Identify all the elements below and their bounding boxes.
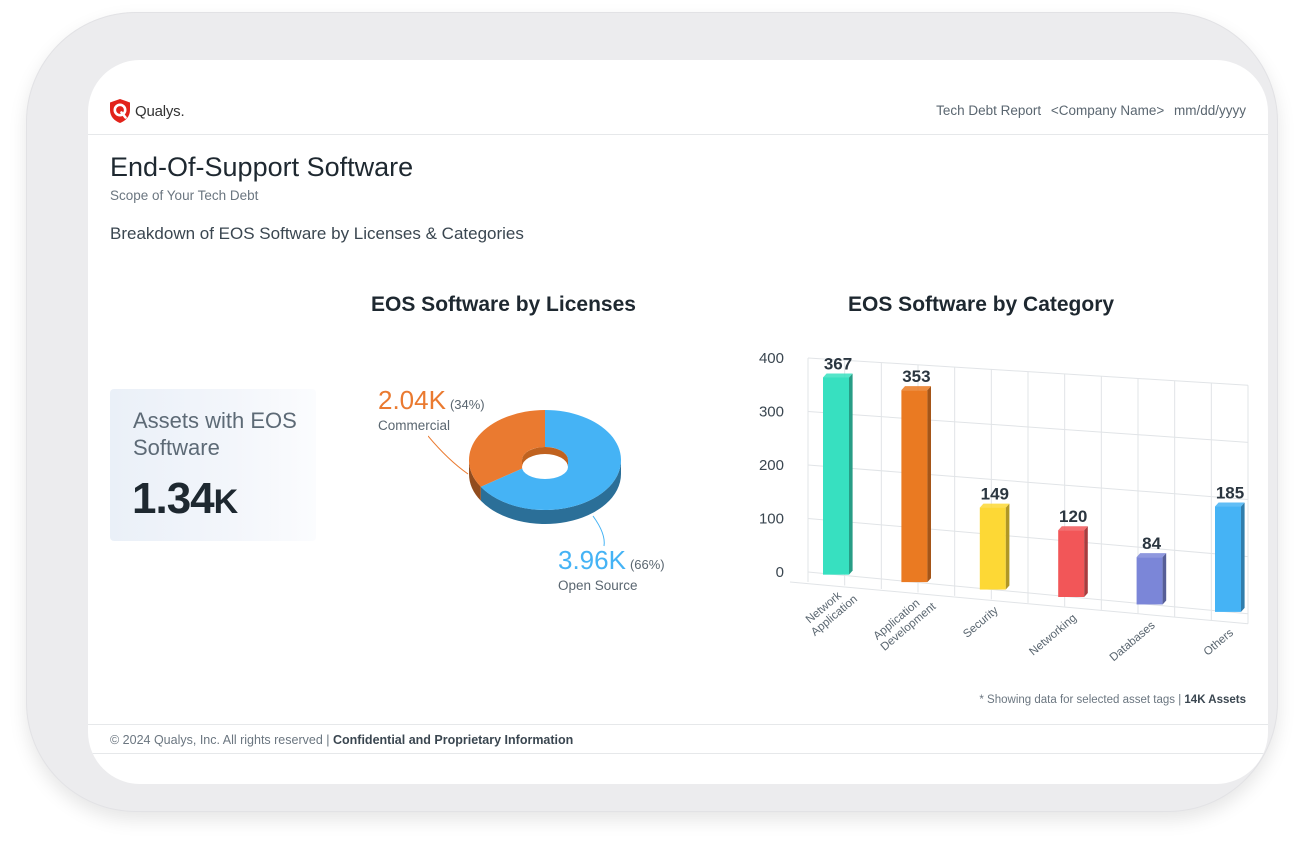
assets-label: Assets with EOS Software [133,408,297,460]
open-source-label: 3.96K (66%) Open Source [558,545,665,593]
section-title: Breakdown of EOS Software by Licenses & … [110,224,524,243]
company-name: <Company Name> [1050,103,1165,118]
footnote: * Showing data for selected asset tags |… [979,694,1246,706]
report-header: Qualys. Tech Debt Report <Company Name> … [88,60,1268,135]
logo-text: Qualys. [135,102,185,120]
y-tick-label: 200 [759,457,784,474]
pie-slice-open-source [480,410,621,510]
confidential-text: Confidential and Proprietary Information [333,733,574,747]
commercial-value: 2.04K [378,385,446,415]
bar-grid [789,357,1249,625]
commercial-label: 2.04K (34%) Commercial [378,385,485,433]
report-meta: Tech Debt Report <Company Name> mm/dd/yy… [936,103,1246,118]
y-axis-ticks: 0 100 200 300 400 [759,350,784,581]
x-axis-label: Security [961,605,1001,641]
report-footer: © 2024 Qualys, Inc. All rights reserved … [88,724,1268,754]
y-tick-label: 0 [776,564,784,581]
x-axis-labels: NetworkApplication ApplicationDevelopment… [801,583,1236,664]
assets-number: 1.34 [132,474,215,523]
bar-security [979,503,1010,590]
y-tick-label: 100 [759,511,784,528]
report-screen: Qualys. Tech Debt Report <Company Name> … [88,60,1268,784]
commercial-name: Commercial [378,418,451,433]
bar-value-label: 367 [824,354,852,373]
report-title: Tech Debt Report [936,103,1042,118]
licenses-chart-title: EOS Software by Licenses [371,293,636,316]
y-tick-label: 400 [759,350,784,367]
x-axis-label: Networking [1027,612,1079,658]
assets-card: Assets with EOS Software 1.34K [110,389,316,541]
copyright-text: © 2024 Qualys, Inc. All rights reserved … [110,733,330,747]
assets-unit: K [213,483,239,521]
bar-value-label: 120 [1059,507,1087,526]
bar-databases [1136,553,1167,605]
footer-text: © 2024 Qualys, Inc. All rights reserved … [110,733,573,747]
x-axis-label: ApplicationDevelopment [870,590,939,653]
category-bar-chart: 0 100 200 300 400 367 353 149 120 84 185 NetworkA… [759,350,1249,664]
pie-leader-lines [428,435,605,547]
pie-hole-wall [522,447,568,467]
open-source-percent: (66%) [629,557,665,572]
page-title: End-Of-Support Software [110,152,414,182]
open-source-value: 3.96K [558,545,626,575]
pie-hole [522,455,568,479]
commercial-percent: (34%) [449,397,485,412]
y-tick-label: 300 [759,404,784,421]
bar-value-label: 84 [1142,534,1161,553]
device-frame: Qualys. Tech Debt Report <Company Name> … [26,12,1278,812]
bar-value-label: 353 [902,367,930,386]
bar-value-label: 149 [981,485,1009,504]
category-chart-title: EOS Software by Category [848,293,1115,316]
x-axis-label: Databases [1108,619,1158,664]
x-axis-label: NetworkApplication [801,583,860,638]
bar-networking [1058,526,1088,598]
pie-slice-side-commercial [469,460,481,501]
commercial-leader-line [428,435,469,475]
assets-value: 1.34K [132,474,239,524]
open-source-leader-line [592,515,605,547]
bar-network-application [823,373,853,575]
page-subtitle: Scope of Your Tech Debt [110,188,259,203]
licenses-pie-chart [469,410,621,524]
report-date: mm/dd/yyyy [1173,103,1246,118]
bar-others [1215,502,1245,612]
qualys-logo: Qualys. [108,98,185,124]
qualys-shield-icon [110,99,130,123]
bar-value-label: 185 [1216,484,1244,503]
open-source-name: Open Source [558,578,638,593]
x-axis-label: Others [1202,627,1236,659]
pie-slice-commercial [469,410,545,487]
bar-series: 367 353 149 120 84 185 [823,354,1245,612]
footnote-assets: 14K Assets [1184,694,1246,706]
footnote-text: * Showing data for selected asset tags | [979,694,1182,706]
pie-slice-side-open-source [480,460,621,524]
bar-application-development [901,386,931,583]
